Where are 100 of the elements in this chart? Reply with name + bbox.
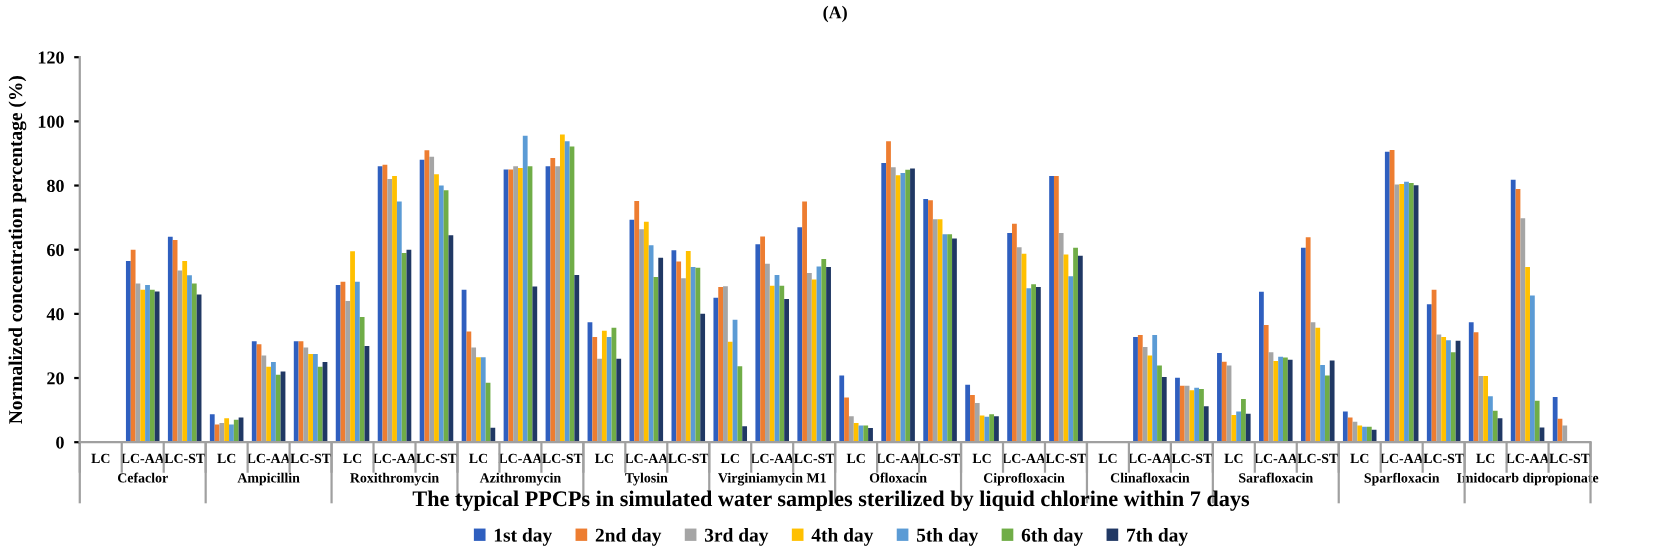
- y-axis-title: Normalized concentration percentage (%): [8, 76, 27, 424]
- bar: [438, 185, 444, 443]
- bar: [1315, 327, 1321, 443]
- bar: [480, 357, 486, 443]
- bar: [989, 414, 995, 443]
- bar: [424, 150, 430, 443]
- bar: [755, 244, 761, 443]
- bar: [448, 235, 454, 443]
- bar: [224, 418, 230, 443]
- bar: [1492, 410, 1498, 443]
- bar: [695, 267, 701, 443]
- bar: [564, 141, 570, 443]
- bar: [1035, 286, 1041, 443]
- bar: [1217, 353, 1222, 443]
- bar: [928, 200, 933, 443]
- bar: [592, 336, 598, 443]
- bar: [1012, 223, 1017, 443]
- bar: [434, 174, 439, 443]
- bar: [671, 250, 677, 443]
- bar: [769, 285, 775, 443]
- bar: [947, 234, 953, 443]
- legend-label: 4th day: [811, 528, 874, 546]
- bar: [648, 245, 654, 443]
- bar: [895, 175, 901, 443]
- bar: [396, 201, 402, 443]
- bar: [266, 366, 272, 443]
- bar: [187, 275, 192, 443]
- bar: [1189, 390, 1195, 443]
- bar: [802, 201, 807, 443]
- bar: [209, 414, 215, 443]
- bar: [1347, 417, 1353, 443]
- bar: [952, 238, 957, 443]
- legend-label: 2nd day: [595, 528, 662, 546]
- bar: [476, 357, 481, 443]
- bar: [1366, 426, 1372, 443]
- bar: [1161, 377, 1167, 443]
- bar: [550, 157, 556, 443]
- bar: [149, 289, 155, 443]
- bar: [271, 361, 276, 443]
- bar: [1305, 237, 1311, 443]
- bar: [1441, 336, 1447, 443]
- bar: [1320, 364, 1325, 443]
- bar: [970, 395, 975, 443]
- bar: [886, 141, 891, 443]
- chart-title: (A): [823, 5, 847, 23]
- bar: [1324, 375, 1330, 443]
- bar: [718, 286, 724, 443]
- bar: [923, 199, 929, 443]
- legend-label: 3rd day: [704, 528, 769, 546]
- bar: [490, 427, 496, 443]
- bar: [251, 341, 257, 443]
- bar: [1137, 335, 1143, 443]
- bar: [1147, 355, 1153, 443]
- bar: [881, 163, 887, 443]
- bar: [727, 341, 733, 443]
- bar: [1221, 361, 1227, 443]
- bar: [1179, 385, 1185, 443]
- bar: [392, 175, 397, 443]
- bar: [1534, 400, 1540, 443]
- bar: [1073, 247, 1078, 443]
- bar: [1077, 255, 1083, 443]
- bar: [1263, 325, 1269, 443]
- bar: [826, 267, 831, 443]
- bar: [676, 261, 682, 443]
- bar: [1236, 411, 1242, 443]
- bar: [182, 260, 188, 443]
- bar: [779, 285, 785, 443]
- bar: [1446, 340, 1451, 443]
- bar: [1199, 388, 1204, 443]
- bar: [508, 169, 514, 443]
- bar: [737, 366, 743, 443]
- bar: [844, 397, 849, 443]
- legend-label: 1st day: [494, 528, 553, 546]
- y-tick-label: 120: [38, 51, 64, 64]
- bar: [984, 416, 990, 443]
- bar: [518, 167, 523, 443]
- y-tick-label: 0: [56, 436, 64, 449]
- bar: [742, 426, 748, 443]
- y-tick-label: 20: [47, 372, 64, 385]
- bar: [1450, 352, 1456, 443]
- bar: [559, 134, 565, 443]
- bar: [910, 168, 915, 443]
- bar: [1278, 356, 1283, 443]
- bar: [1175, 377, 1180, 443]
- bar: [905, 169, 911, 443]
- bar: [1049, 175, 1054, 443]
- bar: [1510, 179, 1516, 443]
- bar: [1384, 151, 1390, 443]
- bar: [167, 236, 173, 443]
- bar: [191, 283, 197, 443]
- bar: [616, 358, 622, 443]
- bar: [1259, 291, 1264, 443]
- bar: [1245, 413, 1251, 443]
- bar: [1068, 276, 1074, 443]
- bar: [275, 374, 281, 443]
- bar: [293, 341, 299, 443]
- x-axis-title: The typical PPCPs in simulated water samples sterilized by liquid chlorine within 7 days: [412, 490, 1250, 511]
- bar: [606, 336, 612, 443]
- bar: [1287, 359, 1293, 443]
- bar: [1362, 426, 1367, 443]
